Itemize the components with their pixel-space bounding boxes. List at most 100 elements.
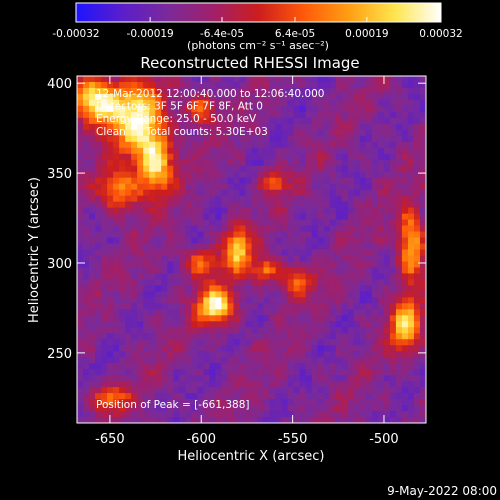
heatmap-cell: [173, 153, 180, 161]
heatmap-cell: [239, 225, 247, 233]
heatmap-cell: [143, 76, 150, 83]
heatmap-cell: [125, 201, 132, 209]
heatmap-cell: [383, 165, 391, 173]
heatmap-cell: [305, 195, 313, 203]
heatmap-cell: [305, 213, 313, 221]
heatmap-cell: [233, 183, 241, 191]
heatmap-cell: [311, 225, 319, 233]
heatmap-cell: [155, 76, 162, 83]
heatmap-cell: [221, 231, 229, 239]
heatmap-cell: [143, 159, 150, 167]
heatmap-cell: [263, 303, 271, 310]
heatmap-cell: [413, 111, 421, 119]
heatmap-cell: [131, 375, 138, 382]
heatmap-cell: [185, 99, 192, 107]
heatmap-cell: [191, 207, 198, 215]
heatmap-cell: [317, 153, 325, 161]
heatmap-cell: [125, 99, 132, 107]
heatmap-cell: [257, 117, 265, 125]
heatmap-cell: [413, 249, 421, 257]
heatmap-cell: [413, 417, 421, 423]
heatmap-cell: [239, 405, 247, 412]
heatmap-cell: [161, 381, 168, 388]
heatmap-cell: [419, 375, 426, 382]
heatmap-cell: [353, 297, 361, 304]
heatmap-cell: [383, 183, 391, 191]
heatmap-cell: [377, 189, 385, 197]
heatmap-cell: [257, 111, 265, 119]
heatmap-cell: [287, 76, 295, 83]
heatmap-cell: [401, 267, 409, 275]
heatmap-cell: [83, 183, 90, 191]
heatmap-cell: [371, 417, 379, 423]
heatmap-cell: [101, 129, 108, 137]
heatmap-cell: [161, 111, 168, 119]
heatmap-cell: [401, 135, 409, 143]
heatmap-cell: [209, 99, 216, 107]
heatmap-cell: [389, 135, 397, 143]
heatmap-cell: [383, 219, 391, 227]
heatmap-cell: [419, 123, 426, 131]
heatmap-cell: [95, 189, 102, 197]
heatmap-cell: [341, 93, 349, 101]
heatmap-cell: [227, 297, 235, 304]
heatmap-cell: [221, 237, 229, 245]
heatmap-cell: [389, 381, 397, 388]
heatmap-cell: [197, 381, 204, 388]
heatmap-cell: [233, 195, 241, 203]
heatmap-cell: [203, 261, 210, 269]
heatmap-cell: [227, 153, 235, 161]
heatmap-cell: [275, 279, 283, 286]
heatmap-cell: [161, 237, 168, 245]
heatmap-cell: [143, 351, 150, 358]
heatmap-cell: [305, 76, 313, 83]
heatmap-cell: [251, 303, 259, 310]
heatmap-cell: [341, 153, 349, 161]
heatmap-cell: [173, 135, 180, 143]
heatmap-cell: [263, 405, 271, 412]
heatmap-cell: [191, 123, 198, 131]
heatmap-cell: [413, 213, 421, 221]
heatmap-cell: [293, 285, 301, 292]
heatmap-cell: [143, 207, 150, 215]
heatmap-cell: [293, 99, 301, 107]
heatmap-cell: [353, 393, 361, 400]
heatmap-cell: [221, 381, 229, 388]
heatmap-cell: [335, 201, 343, 209]
heatmap-cell: [389, 375, 397, 382]
heatmap-cell: [269, 375, 277, 382]
heatmap-cell: [101, 87, 108, 95]
heatmap-cell: [239, 135, 247, 143]
heatmap-cell: [113, 273, 120, 281]
heatmap-cell: [413, 291, 421, 298]
heatmap-cell: [263, 99, 271, 107]
heatmap-cell: [215, 219, 223, 227]
heatmap-cell: [407, 159, 415, 167]
heatmap-cell: [293, 267, 301, 275]
heatmap-cell: [149, 81, 156, 89]
heatmap-cell: [215, 111, 223, 119]
heatmap-cell: [335, 231, 343, 239]
heatmap-cell: [353, 375, 361, 382]
heatmap-cell: [143, 399, 150, 406]
heatmap-cell: [407, 327, 415, 334]
heatmap-cell: [329, 195, 337, 203]
heatmap-cell: [395, 369, 403, 376]
heatmap-cell: [389, 243, 397, 251]
heatmap-cell: [245, 345, 253, 352]
heatmap-cell: [251, 237, 259, 245]
heatmap-cell: [305, 417, 313, 423]
heatmap-cell: [263, 309, 271, 316]
heatmap-cell: [257, 267, 265, 275]
heatmap-cell: [209, 411, 216, 418]
heatmap-cell: [215, 105, 223, 113]
heatmap-cell: [119, 291, 126, 298]
heatmap-cell: [371, 99, 379, 107]
heatmap-cell: [419, 417, 426, 423]
heatmap-cell: [203, 303, 210, 310]
heatmap-cell: [119, 249, 126, 257]
heatmap-cell: [197, 87, 204, 95]
heatmap-cell: [365, 87, 373, 95]
heatmap-cell: [131, 315, 138, 322]
heatmap-cell: [275, 345, 283, 352]
